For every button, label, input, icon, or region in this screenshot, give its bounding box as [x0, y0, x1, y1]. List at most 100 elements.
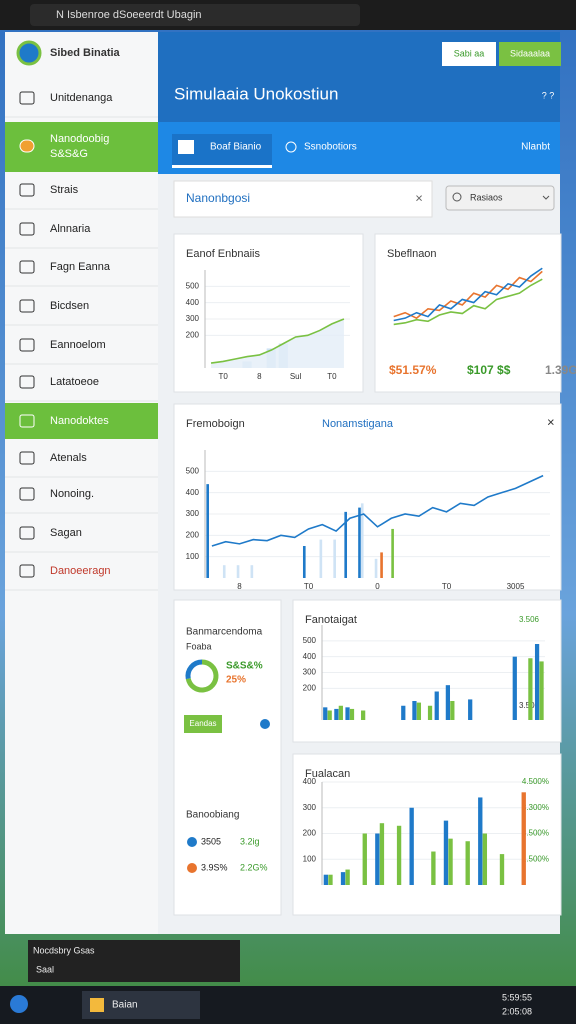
y-tick-label: 100: [186, 552, 200, 561]
card-title: Fremoboign: [186, 418, 245, 430]
nav-label[interactable]: Danoeeragn: [50, 565, 111, 577]
bar: [468, 699, 473, 720]
line: [393, 267, 543, 322]
dot: [187, 837, 197, 847]
search-box[interactable]: [173, 180, 433, 218]
nav-label[interactable]: Nanodoktes: [50, 415, 109, 427]
bar: [358, 507, 361, 578]
nav-active: [5, 403, 158, 439]
y-tick-label: 300: [303, 668, 317, 677]
bar: [391, 528, 394, 578]
nav-icon: [19, 375, 35, 389]
y-tick-label: 500: [303, 636, 317, 645]
bar: [528, 658, 533, 720]
nav-label[interactable]: Nonoing.: [50, 488, 94, 500]
button[interactable]: [184, 715, 222, 733]
bar: [361, 710, 366, 720]
y-tick-label: 500: [186, 466, 200, 475]
dropdown[interactable]: [445, 185, 555, 211]
nav-icon: [19, 260, 35, 274]
x-tick-label: 0: [375, 582, 380, 591]
nav-icon: [19, 338, 35, 352]
bar: [478, 797, 483, 885]
tab[interactable]: Ssnobotiors: [304, 142, 357, 153]
button-label: Eandas: [189, 719, 216, 728]
card: [292, 753, 562, 916]
bar: [482, 833, 488, 885]
close-icon[interactable]: ×: [547, 414, 555, 429]
nav-label[interactable]: Alnnaria: [50, 223, 91, 235]
nav-icon: [19, 414, 35, 428]
button-label: Sidaaalaa: [510, 48, 550, 58]
donut-label: 25%: [226, 675, 246, 686]
bar: [380, 552, 383, 578]
x-tick-label: T0: [218, 372, 228, 381]
bar: [338, 705, 343, 720]
card-title: Sbeflnaon: [387, 248, 437, 260]
nav-label[interactable]: Bicdsen: [50, 300, 89, 312]
bar: [345, 869, 350, 885]
bar: [379, 823, 385, 885]
line: [211, 474, 544, 547]
tag: 3.506: [519, 615, 540, 624]
tab-icon: [178, 140, 194, 154]
clock-time: 5:59:55: [502, 992, 532, 1002]
button[interactable]: [499, 42, 561, 66]
bar: [450, 701, 455, 720]
y-tick-label: 200: [186, 330, 200, 339]
card-title: Banmarcendoma: [186, 627, 263, 638]
bar: [465, 841, 470, 885]
popup-title: Nocdsbry Gsas: [33, 945, 95, 955]
bar: [345, 707, 350, 720]
bar: [534, 644, 540, 720]
nav-label[interactable]: Unitdenanga: [50, 92, 113, 104]
nav-icon: [19, 526, 35, 540]
clock-date: 2:05:08: [502, 1006, 532, 1016]
y-tick-label: 500: [186, 281, 200, 290]
tab-right[interactable]: Nlanbt: [521, 142, 550, 153]
bar: [340, 872, 346, 885]
nav-icon: [19, 487, 35, 501]
nav-label[interactable]: Latatoeoe: [50, 376, 99, 388]
info-icon[interactable]: [260, 719, 270, 729]
start-icon[interactable]: [10, 995, 28, 1013]
bar: [360, 503, 364, 578]
bar: [323, 874, 329, 885]
button[interactable]: [442, 42, 496, 66]
card-title: Fanotaigat: [305, 614, 357, 626]
bar: [323, 707, 328, 720]
popup-item[interactable]: Saal: [36, 964, 54, 974]
badge: ? ?: [542, 90, 555, 100]
bar: [206, 484, 210, 578]
bar: [375, 833, 380, 885]
bar: [333, 539, 336, 578]
card: [173, 599, 282, 916]
bar: [443, 820, 449, 885]
nav-label[interactable]: Atenals: [50, 452, 87, 464]
card: [173, 403, 562, 591]
bar: [499, 854, 505, 885]
side-label: 3.300%: [522, 803, 549, 812]
clear-icon[interactable]: ×: [415, 190, 423, 205]
area: [211, 319, 344, 368]
bar: [362, 833, 367, 885]
nav-icon: [19, 91, 35, 105]
line: [210, 318, 345, 364]
y-tick-label: 300: [186, 314, 200, 323]
nav-icon: [19, 222, 35, 236]
nav-label[interactable]: Nanodoobig: [50, 133, 109, 145]
y-tick-label: 400: [186, 298, 200, 307]
bar: [539, 661, 544, 720]
nav-label[interactable]: Strais: [50, 184, 79, 196]
y-tick-label: 400: [303, 652, 317, 661]
nav-label[interactable]: Fagn Eanna: [50, 261, 111, 273]
nav-label[interactable]: Sagan: [50, 527, 82, 539]
nav-label[interactable]: Eannoelom: [50, 339, 106, 351]
stat: $107 $$: [467, 363, 511, 377]
logo: [16, 40, 42, 66]
y-tick-label: 300: [303, 803, 317, 812]
address-field[interactable]: [30, 4, 360, 26]
bar: [344, 511, 348, 578]
card-subtitle: Nonamstigana: [322, 418, 394, 430]
